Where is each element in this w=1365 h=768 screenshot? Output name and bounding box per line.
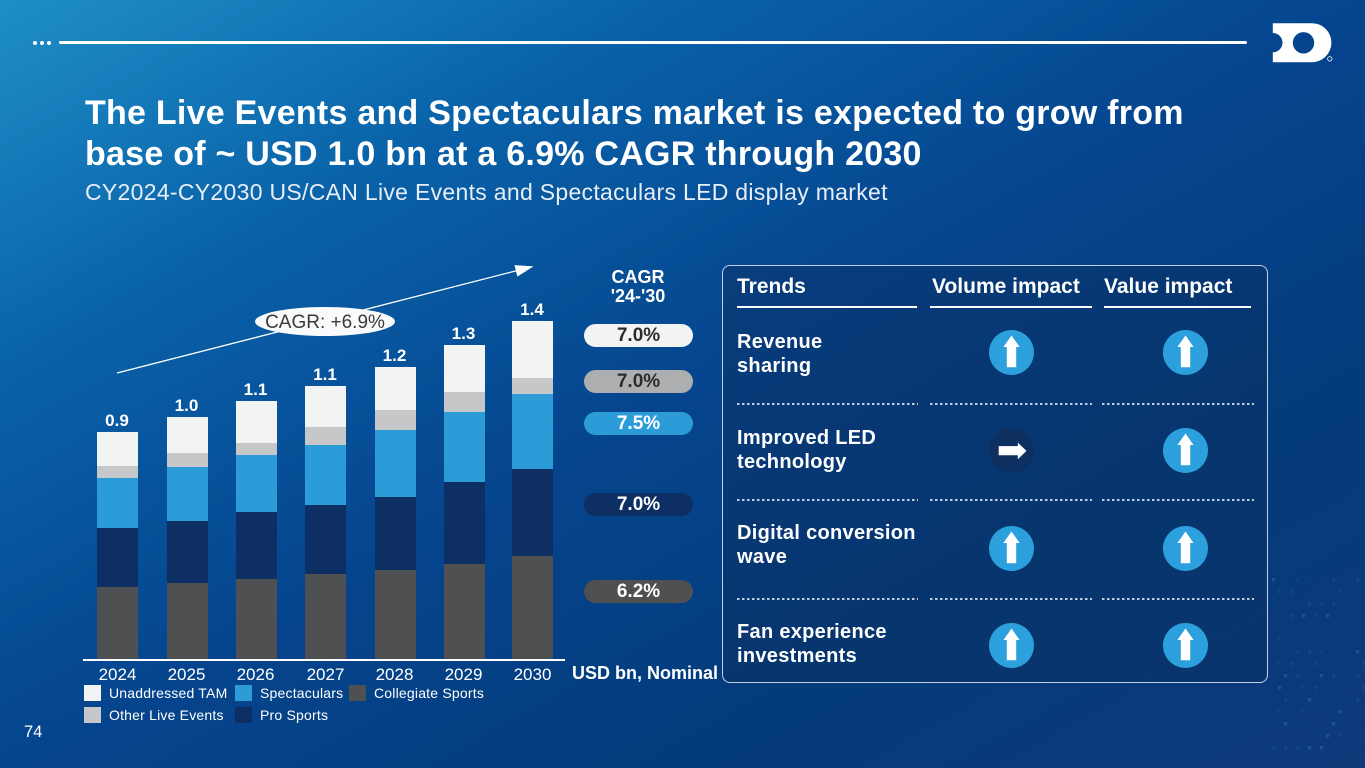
svg-text:CAGR: +6.9%: CAGR: +6.9% bbox=[265, 312, 385, 333]
